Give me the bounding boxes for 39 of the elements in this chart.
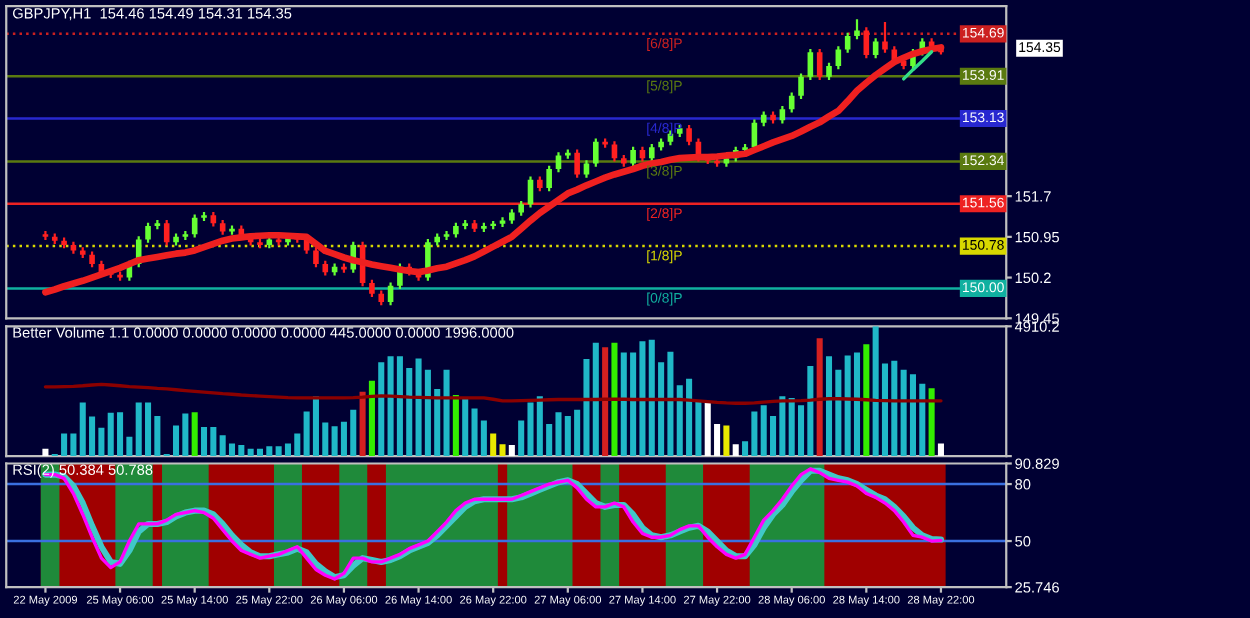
- line-series: [901, 50, 934, 81]
- candlestick: [163, 218, 170, 247]
- bar: [928, 388, 935, 457]
- bar: [825, 356, 833, 457]
- bar: [508, 444, 515, 457]
- bar: [937, 443, 944, 457]
- bar: [462, 398, 469, 457]
- candlestick: [854, 18, 860, 41]
- bar: [816, 338, 823, 457]
- candlestick: [882, 20, 888, 54]
- bar: [452, 395, 459, 457]
- bar: [611, 342, 618, 457]
- bar: [853, 352, 861, 457]
- bar: [359, 391, 366, 457]
- bar: [228, 443, 236, 457]
- candlestick: [816, 47, 823, 82]
- candlestick: [145, 221, 151, 244]
- bar: [200, 427, 208, 457]
- candlestick: [630, 145, 636, 168]
- bar: [42, 448, 49, 457]
- bar: [256, 448, 264, 457]
- bar: [443, 369, 450, 457]
- candlestick: [546, 164, 552, 193]
- bar: [723, 425, 730, 457]
- candlestick: [844, 31, 851, 54]
- candlestick: [574, 148, 580, 179]
- bar: [602, 347, 609, 457]
- bar: [191, 412, 198, 457]
- bar: [732, 444, 739, 457]
- candlestick: [313, 246, 319, 269]
- candlestick: [807, 47, 814, 82]
- candlestick: [593, 137, 599, 168]
- candlestick: [686, 123, 692, 147]
- candlestick: [555, 151, 562, 174]
- bar: [378, 362, 385, 457]
- bar: [368, 380, 375, 457]
- candlestick: [798, 72, 804, 101]
- bar: [863, 344, 870, 457]
- candlestick: [872, 37, 879, 60]
